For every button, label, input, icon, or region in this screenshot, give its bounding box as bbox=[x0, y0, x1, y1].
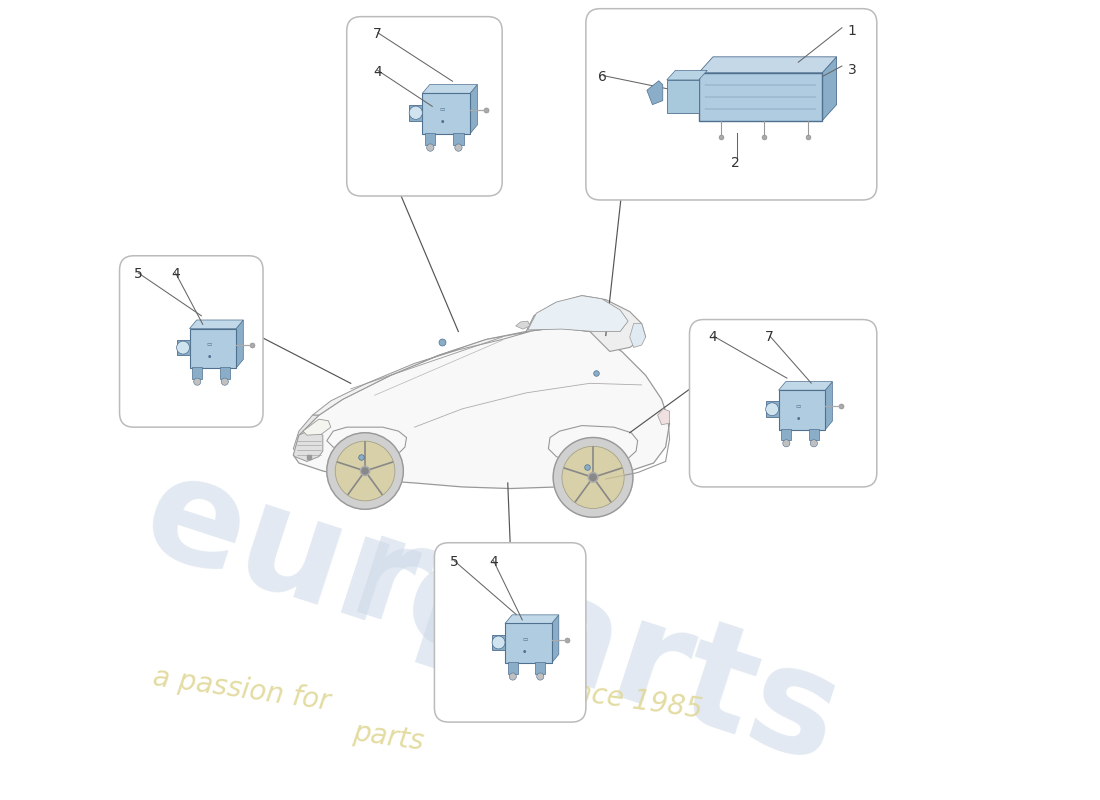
Text: 6: 6 bbox=[597, 70, 606, 84]
Text: 5: 5 bbox=[450, 555, 459, 569]
Polygon shape bbox=[294, 430, 322, 462]
Text: ●: ● bbox=[208, 355, 211, 359]
Circle shape bbox=[194, 378, 201, 386]
Bar bbox=[422, 94, 470, 134]
Text: 3: 3 bbox=[848, 62, 857, 77]
Bar bbox=[536, 662, 546, 674]
Circle shape bbox=[221, 378, 229, 386]
Text: 4: 4 bbox=[172, 267, 180, 281]
Bar bbox=[426, 133, 436, 145]
Polygon shape bbox=[236, 320, 243, 368]
Bar bbox=[177, 340, 189, 355]
Circle shape bbox=[553, 438, 632, 518]
Text: euro: euro bbox=[128, 442, 528, 692]
Text: ▭: ▭ bbox=[440, 107, 446, 112]
Polygon shape bbox=[470, 85, 477, 134]
Bar bbox=[453, 133, 463, 145]
FancyBboxPatch shape bbox=[434, 542, 586, 722]
Circle shape bbox=[766, 402, 779, 416]
Text: ▭: ▭ bbox=[795, 404, 801, 409]
Text: 5: 5 bbox=[134, 267, 143, 281]
Bar bbox=[781, 429, 791, 441]
Circle shape bbox=[562, 446, 624, 509]
Text: ▭: ▭ bbox=[207, 342, 212, 347]
Text: parts: parts bbox=[351, 718, 426, 756]
Circle shape bbox=[362, 468, 369, 474]
FancyBboxPatch shape bbox=[690, 319, 877, 487]
Polygon shape bbox=[698, 57, 837, 73]
Text: a passion for: a passion for bbox=[152, 663, 332, 716]
Polygon shape bbox=[294, 327, 670, 489]
Circle shape bbox=[336, 441, 395, 501]
Text: 4: 4 bbox=[708, 330, 717, 344]
Text: ●: ● bbox=[524, 650, 527, 654]
Polygon shape bbox=[647, 81, 663, 105]
Circle shape bbox=[783, 440, 790, 447]
Bar bbox=[189, 329, 236, 368]
Bar bbox=[505, 623, 551, 663]
Polygon shape bbox=[551, 615, 559, 663]
Text: 7: 7 bbox=[373, 27, 382, 41]
Polygon shape bbox=[422, 85, 477, 94]
Circle shape bbox=[327, 433, 404, 510]
Bar bbox=[667, 80, 698, 114]
Polygon shape bbox=[779, 382, 833, 390]
Circle shape bbox=[454, 144, 462, 151]
Polygon shape bbox=[825, 382, 833, 430]
Bar bbox=[409, 105, 422, 121]
Polygon shape bbox=[629, 323, 646, 347]
Polygon shape bbox=[294, 415, 319, 451]
Circle shape bbox=[409, 106, 422, 119]
Circle shape bbox=[509, 673, 516, 680]
Circle shape bbox=[361, 466, 370, 475]
Bar bbox=[492, 634, 505, 650]
Polygon shape bbox=[526, 296, 646, 351]
Circle shape bbox=[811, 440, 817, 447]
Polygon shape bbox=[822, 57, 837, 121]
Circle shape bbox=[177, 341, 189, 354]
Polygon shape bbox=[302, 419, 331, 435]
Text: since 1985: since 1985 bbox=[550, 675, 704, 724]
Text: rparts: rparts bbox=[334, 506, 857, 796]
Circle shape bbox=[492, 636, 505, 649]
Circle shape bbox=[588, 473, 597, 482]
Circle shape bbox=[427, 144, 434, 151]
Polygon shape bbox=[528, 296, 628, 331]
Circle shape bbox=[590, 474, 596, 481]
Polygon shape bbox=[658, 409, 670, 425]
Text: 7: 7 bbox=[764, 330, 773, 344]
Text: 1: 1 bbox=[848, 25, 857, 38]
Polygon shape bbox=[505, 615, 559, 623]
Text: 4: 4 bbox=[488, 555, 497, 569]
Bar bbox=[779, 390, 825, 430]
Polygon shape bbox=[189, 320, 243, 329]
Text: ▭: ▭ bbox=[522, 637, 527, 642]
Text: 4: 4 bbox=[373, 65, 382, 79]
Bar bbox=[808, 429, 818, 441]
Polygon shape bbox=[549, 426, 638, 465]
Circle shape bbox=[537, 673, 543, 680]
Bar bbox=[192, 367, 202, 379]
FancyBboxPatch shape bbox=[120, 256, 263, 427]
Polygon shape bbox=[327, 427, 407, 455]
Polygon shape bbox=[516, 321, 530, 329]
Text: 2: 2 bbox=[732, 157, 740, 170]
Text: ●: ● bbox=[796, 417, 800, 421]
Text: ●: ● bbox=[441, 120, 444, 124]
FancyBboxPatch shape bbox=[346, 17, 503, 196]
Polygon shape bbox=[312, 331, 530, 415]
Bar bbox=[220, 367, 230, 379]
FancyBboxPatch shape bbox=[586, 9, 877, 200]
Bar bbox=[508, 662, 518, 674]
Polygon shape bbox=[667, 70, 707, 80]
Bar bbox=[766, 402, 779, 417]
Bar bbox=[698, 73, 822, 121]
